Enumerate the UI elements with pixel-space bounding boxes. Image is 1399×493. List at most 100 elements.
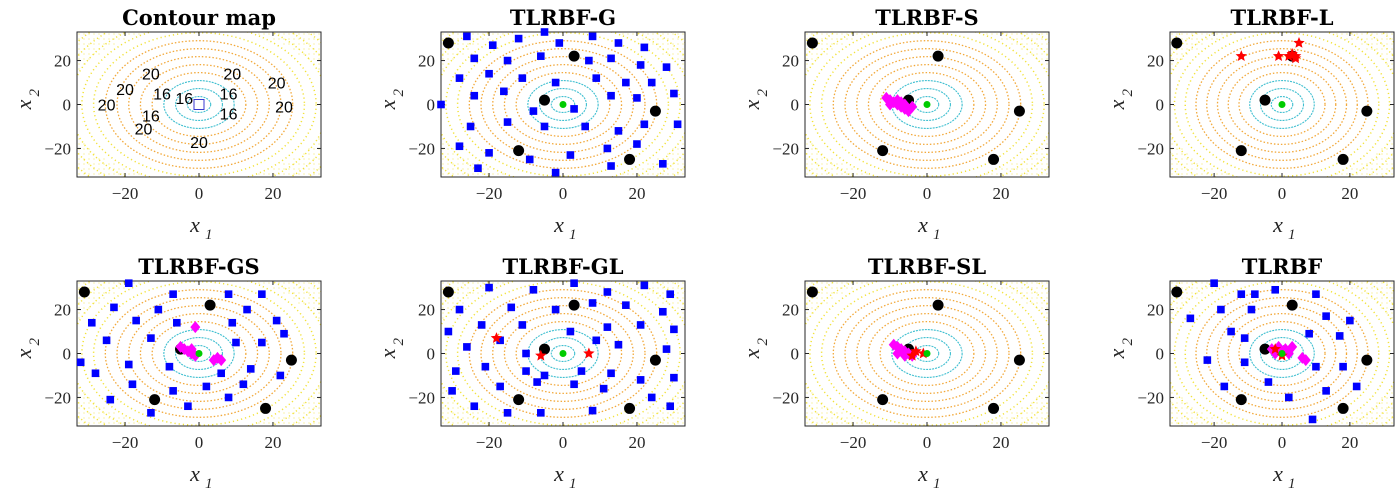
contour-dot — [1171, 48, 1173, 50]
y-axis-label-subscript: 2 — [391, 338, 407, 346]
contour-dot — [467, 422, 469, 424]
contour-dot — [128, 422, 130, 424]
contour-dot — [826, 53, 828, 55]
contour-dot — [293, 292, 295, 294]
contour-ring — [492, 56, 634, 153]
contour-dot — [1346, 38, 1348, 40]
contour-dot — [83, 48, 85, 50]
blue-square-marker — [503, 56, 512, 65]
contour-dot — [677, 392, 679, 394]
contour-dot — [806, 407, 808, 409]
contour-dot — [318, 317, 320, 319]
contour-dot — [467, 158, 469, 160]
contour-dot — [278, 173, 280, 175]
contour-dot — [278, 38, 280, 40]
contour-dot — [856, 422, 858, 424]
contour-dot — [1181, 402, 1183, 404]
contour-dot — [831, 43, 833, 45]
contour-dot — [846, 287, 848, 289]
contour-dot — [1196, 297, 1198, 299]
contour-dot — [816, 148, 818, 150]
contour-dot — [647, 422, 649, 424]
contour-dot — [93, 292, 95, 294]
contour-dot — [1191, 163, 1193, 165]
contour-dot — [662, 407, 664, 409]
contour-dot — [811, 392, 813, 394]
contour-dot — [826, 422, 828, 424]
contour-dot — [682, 417, 684, 419]
contour-dot — [811, 53, 813, 55]
contour-ring — [527, 80, 599, 129]
blue-square-marker — [662, 63, 671, 71]
contour-dot — [856, 33, 858, 35]
contour-dot — [672, 153, 674, 155]
contour-ring — [1227, 63, 1337, 146]
contour-dot — [1211, 173, 1213, 175]
y-axis-label-subscript: 2 — [27, 338, 43, 346]
contour-dot — [1386, 53, 1388, 55]
contour-dot — [682, 307, 684, 309]
contour-dot — [1386, 392, 1388, 394]
contour-dot — [1211, 168, 1213, 170]
contour-dot — [657, 43, 659, 45]
contour-dot — [288, 38, 290, 40]
contour-dot — [667, 33, 669, 35]
contour-dot — [477, 173, 479, 175]
contour-dot — [816, 287, 818, 289]
contour-dot — [1376, 422, 1378, 424]
contour-dot — [652, 282, 654, 284]
contour-dot — [318, 153, 320, 155]
contour-dot — [672, 417, 674, 419]
x-axis-label-subscript: 1 — [205, 227, 213, 243]
black-circle-marker — [1337, 153, 1349, 165]
contour-dot — [996, 33, 998, 35]
contour-dot — [672, 168, 674, 170]
contour-dot — [88, 287, 90, 289]
blue-square-marker — [202, 382, 211, 391]
contour-dot — [273, 168, 275, 170]
blue-square-marker — [507, 303, 516, 312]
contour-dot — [293, 158, 295, 160]
black-circle-marker — [988, 402, 1000, 414]
contour-dot — [273, 33, 275, 35]
contour-ring — [1238, 320, 1326, 387]
contour-dot — [318, 138, 320, 140]
contour-dot — [103, 282, 105, 284]
contour-dot — [318, 38, 320, 40]
contour-dot — [816, 307, 818, 309]
contour-dot — [1041, 48, 1043, 50]
contour-dot — [258, 33, 260, 35]
contour-dot — [806, 68, 808, 70]
contour-dot — [1381, 292, 1383, 294]
contour-dot — [831, 168, 833, 170]
contour-dot — [682, 68, 684, 70]
contour-dot — [1026, 43, 1028, 45]
contour-dot — [303, 173, 305, 175]
contour-dot — [303, 402, 305, 404]
contour-dot — [452, 297, 454, 299]
blue-square-marker — [518, 321, 527, 329]
y-axis-label-subscript: 2 — [1120, 89, 1136, 97]
contour-dot — [482, 173, 484, 175]
x-axis-label: x — [553, 461, 564, 486]
y-tick-label: 20 — [1147, 301, 1164, 320]
magenta-diamond-marker — [907, 100, 918, 113]
magenta-diamond-marker — [216, 354, 227, 367]
contour-dot — [78, 282, 80, 284]
blue-square-marker — [1322, 312, 1330, 320]
contour-dot — [1026, 302, 1028, 304]
contour-dot — [672, 287, 674, 289]
contour-dot — [467, 292, 469, 294]
contour-dot — [83, 148, 85, 150]
contour-dot — [682, 412, 684, 414]
x-tick-label: 0 — [1278, 433, 1287, 452]
y-tick-label: 0 — [63, 345, 72, 364]
magenta-diamond-marker — [186, 343, 197, 356]
contour-dot — [278, 33, 280, 35]
contour-dot — [1046, 412, 1048, 414]
contour-dot — [113, 422, 115, 424]
magenta-diamond-marker — [208, 354, 219, 367]
contour-dot — [442, 317, 444, 319]
contour-dot — [682, 153, 684, 155]
contour-dot — [303, 48, 305, 50]
